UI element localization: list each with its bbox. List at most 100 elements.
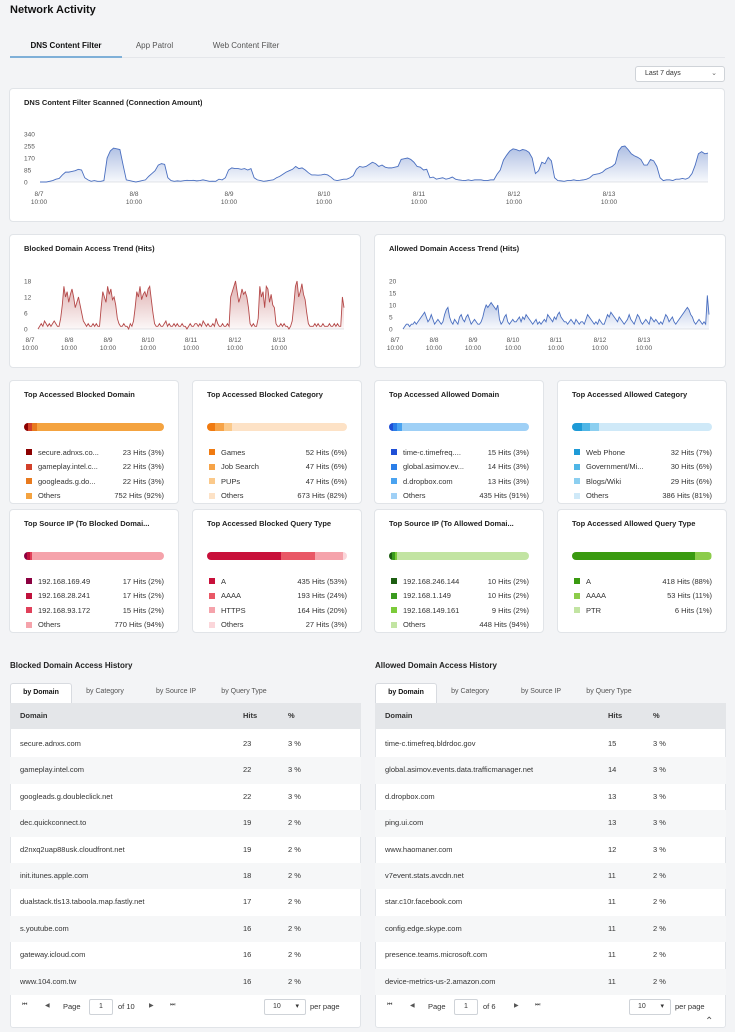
table-row[interactable]: presence.teams.microsoft.com 11 2 % xyxy=(375,942,726,968)
table-row[interactable]: gateway.icloud.com 16 2 % xyxy=(10,942,361,968)
table-row[interactable]: v7event.stats.avcdn.net 11 2 % xyxy=(375,863,726,890)
cell-hits: 22 xyxy=(243,765,252,775)
table-header: Domain Hits% xyxy=(10,703,361,729)
table-row[interactable]: d.dropbox.com 13 3 % xyxy=(375,784,726,810)
tab-by-query-type[interactable]: by Query Type xyxy=(586,688,632,695)
top-source-ip-allowed-title: Top Source IP (To Allowed Domai... xyxy=(389,519,514,528)
tab-by-category[interactable]: by Category xyxy=(451,688,489,695)
x-tick-label-time: 10:00 xyxy=(100,345,117,352)
table-row[interactable]: device-metrics-us-2.amazon.com 11 2 % xyxy=(375,968,726,995)
prev-page-icon[interactable]: ◀ xyxy=(45,1003,50,1009)
tab-dns-content-filter[interactable]: DNS Content Filter xyxy=(10,36,122,58)
table-row[interactable]: dec.quickconnect.to 19 2 % xyxy=(10,810,361,837)
y-tick-label: 15 xyxy=(389,291,397,298)
chevron-down-icon: ▾ xyxy=(660,1003,664,1010)
bar-segment xyxy=(393,423,398,431)
tab-by-domain[interactable]: by Domain xyxy=(375,683,437,703)
bar-segment xyxy=(28,423,33,431)
date-range-select[interactable]: Last 7 days ⌄ xyxy=(635,66,725,82)
first-page-icon[interactable]: ⏮ xyxy=(387,1002,393,1008)
column-hits[interactable]: Hits xyxy=(243,711,258,720)
x-tick-label-time: 10:00 xyxy=(316,199,333,206)
per-page-select[interactable]: 10 ▾ xyxy=(629,999,671,1015)
cell-percent: 3 % xyxy=(653,818,666,828)
table-row[interactable]: time-c.timefreq.bldrdoc.gov 15 3 % xyxy=(375,731,726,757)
column-domain[interactable]: Domain xyxy=(385,711,413,720)
legend-row: AAAA 193 Hits (24%) xyxy=(209,589,347,604)
table-row[interactable]: config.edge.skype.com 11 2 % xyxy=(375,915,726,943)
table-row[interactable]: d2nxq2uap88usk.cloudfront.net 19 2 % xyxy=(10,837,361,863)
tab-app-patrol[interactable]: App Patrol xyxy=(135,41,174,50)
series-area xyxy=(403,295,709,329)
table-row[interactable]: init.itunes.apple.com 18 2 % xyxy=(10,863,361,890)
legend-name: PTR xyxy=(586,605,601,615)
legend-name: AAAA xyxy=(586,591,607,601)
next-page-icon[interactable]: ▶ xyxy=(514,1003,519,1009)
x-tick-label-time: 10:00 xyxy=(387,345,404,352)
cell-domain: d.dropbox.com xyxy=(385,791,435,801)
y-tick-label: 18 xyxy=(24,279,32,286)
tab-by-domain[interactable]: by Domain xyxy=(10,683,72,703)
legend-swatch xyxy=(209,463,215,470)
top-blocked-category-card: Top Accessed Blocked Category Games 52 Hit… xyxy=(192,380,362,504)
legend-swatch xyxy=(26,463,32,470)
page-total: of 10 xyxy=(118,1002,135,1011)
bar-segment xyxy=(389,552,392,560)
bar-segment xyxy=(389,423,394,431)
cell-percent: 2 % xyxy=(653,976,666,986)
tab-by-source-ip[interactable]: by Source IP xyxy=(520,688,562,695)
table-row[interactable]: secure.adnxs.com 23 3 % xyxy=(10,731,361,757)
table-row[interactable]: www.104.com.tw 16 2 % xyxy=(10,968,361,995)
legend-value: 418 Hits (88%) xyxy=(662,576,712,586)
column-hits[interactable]: Hits xyxy=(608,711,623,720)
next-page-icon[interactable]: ▶ xyxy=(149,1003,154,1009)
scroll-to-top-icon[interactable]: ⌃ xyxy=(705,1016,714,1027)
cell-domain: time-c.timefreq.bldrdoc.gov xyxy=(385,739,476,748)
bar-segment xyxy=(590,423,599,431)
legend-swatch xyxy=(574,578,580,585)
tab-by-category[interactable]: by Category xyxy=(86,688,124,695)
column-domain[interactable]: Domain xyxy=(20,711,48,720)
series-line xyxy=(37,280,345,331)
legend-name: Games xyxy=(221,447,246,457)
prev-page-icon[interactable]: ◀ xyxy=(410,1003,415,1009)
page-label: Page xyxy=(63,1002,81,1011)
table-row[interactable]: s.youtube.com 16 2 % xyxy=(10,915,361,943)
table-row[interactable]: star.c10r.facebook.com 11 2 % xyxy=(375,889,726,915)
cell-hits: 19 xyxy=(243,818,252,828)
column-percent[interactable]: % xyxy=(653,711,660,720)
table-row[interactable]: global.asimov.events.data.trafficmanager… xyxy=(375,757,726,784)
table-row[interactable]: www.haomaner.com 12 3 % xyxy=(375,837,726,863)
table-row[interactable]: dualstack.tls13.taboola.map.fastly.net 17… xyxy=(10,889,361,915)
top-source-ip-blocked-card: Top Source IP (To Blocked Domai... 192.16… xyxy=(9,509,179,633)
per-page-select[interactable]: 10 ▾ xyxy=(264,999,306,1015)
table-row[interactable]: ping.ui.com 13 3 % xyxy=(375,810,726,837)
table-row[interactable]: gameplay.intel.com 22 3 % xyxy=(10,757,361,784)
legend-value: 193 Hits (24%) xyxy=(297,591,347,601)
legend-row: 192.168.246.144 10 Hits (2%) xyxy=(391,574,529,589)
first-page-icon[interactable]: ⏮ xyxy=(22,1002,28,1008)
x-tick-label-time: 10:00 xyxy=(411,199,428,206)
legend-swatch xyxy=(391,449,397,456)
last-page-icon[interactable]: ⏭ xyxy=(535,1002,541,1008)
tab-web-content-filter[interactable]: Web Content Filter xyxy=(212,41,280,50)
page-number-input[interactable]: 1 xyxy=(454,999,478,1015)
legend-name: AAAA xyxy=(221,591,242,601)
legend-name: Others xyxy=(38,620,61,630)
bar-segment xyxy=(314,552,343,560)
legend-row: gameplay.intel.c... 22 Hits (3%) xyxy=(26,460,164,475)
tab-by-source-ip[interactable]: by Source IP xyxy=(155,688,197,695)
cell-percent: 2 % xyxy=(288,976,301,986)
legend-value: 15 Hits (3%) xyxy=(487,447,529,457)
page-number-input[interactable]: 1 xyxy=(89,999,113,1015)
y-tick-label: 85 xyxy=(24,168,32,175)
legend-row: Others 673 Hits (82%) xyxy=(209,489,347,504)
tab-by-query-type[interactable]: by Query Type xyxy=(221,688,267,695)
table-row[interactable]: googleads.g.doubleclick.net 22 3 % xyxy=(10,784,361,810)
top-source-ip-allowed-legend: 192.168.246.144 10 Hits (2%) 192.168.1.149… xyxy=(391,574,529,632)
bar-segment xyxy=(32,552,164,560)
cell-percent: 2 % xyxy=(288,923,301,933)
legend-name: Web Phone xyxy=(586,447,626,457)
column-percent[interactable]: % xyxy=(288,711,295,720)
last-page-icon[interactable]: ⏭ xyxy=(170,1002,176,1008)
